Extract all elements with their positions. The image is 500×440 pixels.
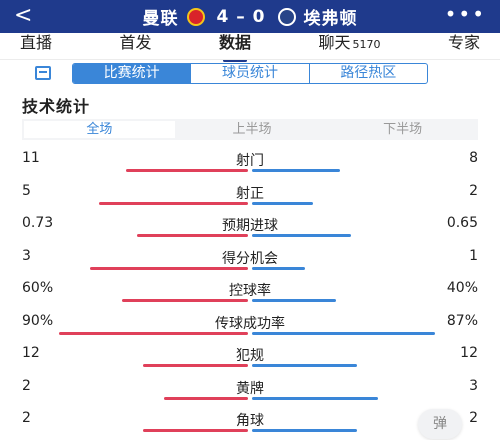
home-stat-value: 0.73 (22, 215, 54, 231)
period-full-match[interactable]: 全场 (24, 121, 175, 138)
home-stat-value: 11 (22, 150, 40, 166)
stat-row: 90% 传球成功率 87% (0, 309, 500, 342)
home-stat-value: 12 (22, 345, 40, 361)
stat-label: 预期进球 (222, 218, 278, 234)
manchester-united-crest-icon (186, 7, 205, 26)
away-stat-bar (252, 169, 340, 172)
home-stat-bar (143, 429, 248, 432)
everton-crest-icon (277, 7, 296, 26)
section-title: 技术统计 (22, 97, 91, 116)
segment-match-stats[interactable]: 比赛统计 (73, 64, 191, 83)
stat-label: 犯规 (236, 348, 264, 364)
home-stat-value: 2 (22, 410, 31, 426)
tab-label: 数据 (218, 33, 251, 52)
away-stat-bar (252, 299, 336, 302)
away-stat-bar (252, 429, 357, 432)
tab-chat[interactable]: 聊天 5170 (318, 33, 380, 59)
tab-data[interactable]: 数据 (218, 33, 251, 62)
away-stat-bar (252, 234, 351, 237)
danmu-button[interactable]: 弹 (418, 409, 462, 439)
match-score: 4 – 0 (216, 6, 266, 27)
stat-row: 2 黄牌 3 (0, 374, 500, 407)
divider (0, 59, 500, 60)
stat-label: 得分机会 (222, 250, 278, 267)
stat-label: 射门 (236, 153, 264, 169)
stat-label: 黄牌 (236, 380, 264, 397)
away-stat-value: 8 (469, 150, 478, 166)
segment-player-stats[interactable]: 球员统计 (190, 64, 308, 83)
stat-label: 传球成功率 (215, 315, 285, 332)
home-stat-bar (122, 299, 248, 302)
document-icon[interactable] (35, 66, 51, 80)
segment-heatmap[interactable]: 路径热区 (308, 64, 427, 83)
home-stat-value: 3 (22, 247, 31, 264)
stat-row: 0.73 预期进球 0.65 (0, 211, 500, 244)
home-stat-bar (90, 266, 248, 270)
home-stat-bar (59, 331, 248, 335)
away-stat-bar (252, 396, 378, 400)
away-stat-value: 2 (469, 410, 478, 426)
away-stat-value: 2 (469, 182, 478, 199)
stat-row: 5 射正 2 (0, 179, 500, 212)
home-stat-bar (99, 201, 248, 205)
home-stat-value: 2 (22, 377, 31, 394)
tab-label: 直播 (20, 33, 53, 52)
stat-row: 11 射门 8 (0, 146, 500, 179)
scoreline: 曼联 4 – 0 埃弗顿 (0, 0, 500, 33)
stat-label: 角球 (236, 413, 264, 429)
tab-label: 专家 (447, 33, 480, 52)
away-stat-bar (252, 266, 305, 270)
period-first-half[interactable]: 上半场 (232, 122, 272, 137)
stats-segment-control: 比赛统计 球员统计 路径热区 (72, 63, 428, 84)
back-button[interactable]: < (14, 3, 33, 28)
stat-label: 控球率 (229, 283, 271, 299)
home-stat-value: 5 (22, 182, 31, 199)
away-stat-value: 40% (446, 280, 478, 296)
away-stat-bar (252, 364, 357, 367)
stat-row: 12 犯规 12 (0, 341, 500, 374)
away-stat-value: 87% (446, 312, 478, 329)
away-stat-bar (252, 331, 435, 335)
period-selector: 全场 上半场 下半场 (22, 119, 478, 140)
more-options-button[interactable]: ••• (444, 2, 486, 26)
chat-count: 5170 (352, 38, 381, 51)
home-team-name: 曼联 (142, 9, 179, 29)
stat-label: 射正 (236, 185, 264, 202)
stat-row: 3 得分机会 1 (0, 244, 500, 277)
home-stat-bar (143, 364, 248, 367)
home-stat-bar (137, 234, 248, 237)
tab-lineup[interactable]: 首发 (119, 33, 151, 59)
away-team-name: 埃弗顿 (303, 9, 358, 29)
match-header: < 曼联 4 – 0 埃弗顿 ••• (0, 0, 500, 33)
home-stat-value: 60% (22, 280, 54, 296)
tab-label: 首发 (119, 33, 152, 52)
tab-live[interactable]: 直播 (20, 33, 52, 59)
tab-experts[interactable]: 专家 (448, 33, 480, 59)
tab-label: 聊天 (318, 33, 351, 52)
stats-list: 11 射门 8 5 射正 2 0.73 预期进球 0.65 3 得分机会 1 60% 控球率 40% 90% 传… (0, 146, 500, 439)
away-stat-bar (252, 201, 313, 205)
period-second-half[interactable]: 下半场 (383, 122, 423, 137)
away-stat-value: 12 (460, 345, 478, 361)
stat-row: 60% 控球率 40% (0, 276, 500, 309)
stat-row: 2 角球 2 (0, 406, 500, 439)
match-tabs: 直播 首发 数据 聊天 5170 专家 (0, 33, 500, 62)
away-stat-value: 1 (469, 247, 478, 264)
home-stat-bar (126, 169, 248, 172)
home-stat-value: 90% (22, 312, 54, 329)
away-stat-value: 0.65 (446, 215, 478, 231)
home-stat-bar (164, 396, 248, 400)
away-stat-value: 3 (469, 377, 478, 394)
